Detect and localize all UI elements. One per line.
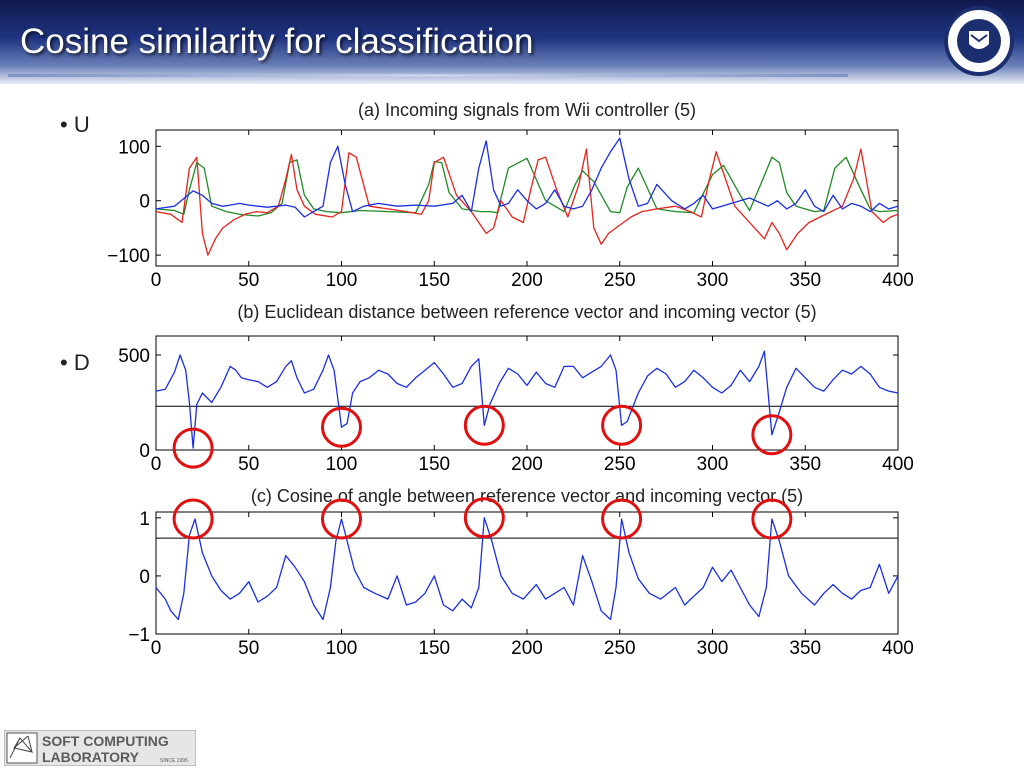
chart-3-ytick-label: 0	[139, 567, 150, 588]
chart-1-series-line-3	[155, 137, 899, 218]
chart-1-title: (a) Incoming signals from Wii controller…	[358, 100, 696, 120]
chart-3-series-line-1	[155, 517, 899, 621]
chart-1-xtick-label: 350	[789, 270, 821, 291]
chart-2-xtick-label: 400	[882, 454, 914, 475]
chart-2-highlight-circle	[321, 406, 362, 448]
chart-2-xtick-label: 100	[326, 454, 358, 475]
chart-3-xtick-label: 150	[418, 638, 450, 659]
chart-1-axes-box	[155, 129, 899, 267]
chart-3-xtick-label: 200	[511, 638, 543, 659]
charts-svg: (a) Incoming signals from Wii controller…	[107, 100, 914, 659]
figure-panel: (a) Incoming signals from Wii controller…	[98, 86, 926, 684]
chart-1-xtick-label: 0	[151, 270, 162, 291]
chart-3-ytick-label: 1	[139, 509, 150, 530]
chart-3-title: (c) Cosine of angle between reference ve…	[251, 486, 803, 506]
chart-3-xtick-label: 350	[789, 638, 821, 659]
chart-2-xtick-label: 250	[604, 454, 636, 475]
lab-name-line2: LABORATORY	[42, 749, 140, 765]
chart-2-highlight-circle	[172, 427, 214, 469]
chart-2-xtick-label: 50	[238, 454, 259, 475]
chart-2-xtick-label: 300	[697, 454, 729, 475]
chart-3-ytick-label: −1	[128, 625, 150, 646]
chart-2-ytick-label: 0	[139, 441, 150, 462]
chart-1-ytick-label: 0	[139, 192, 150, 213]
chart-1-xtick-label: 150	[418, 270, 450, 291]
chart-2-title: (b) Euclidean distance between reference…	[237, 302, 816, 322]
chart-3-highlight-circle	[751, 498, 793, 540]
chart-2-axes-box	[155, 335, 899, 451]
seal-chevron	[970, 34, 988, 43]
soft-computing-lab-logo: SOFT COMPUTING LABORATORY SINCE 1995	[4, 730, 196, 766]
network-icon-lines	[9, 735, 34, 759]
title-banner	[0, 0, 1024, 84]
chart-1-series-line-2	[155, 148, 899, 256]
university-seal-icon	[944, 6, 1014, 76]
chart-2-highlight-circle	[601, 404, 643, 446]
chart-3-highlight-circle	[601, 498, 643, 540]
chart-3-xtick-label: 250	[604, 638, 636, 659]
chart-3-xtick-label: 300	[697, 638, 729, 659]
chart-1-series-line-1	[155, 156, 899, 217]
chart-1-xtick-label: 100	[326, 270, 358, 291]
chart-2-highlight-circle	[463, 404, 505, 446]
bullet-item-1: • U	[60, 112, 90, 138]
chart-3-highlight-circle	[172, 498, 214, 540]
chart-2-xtick-label: 200	[511, 454, 543, 475]
chart-1-xtick-label: 400	[882, 270, 914, 291]
bullet-marker: •	[60, 112, 68, 137]
network-icon	[6, 732, 38, 764]
bullet-item-2: • D	[60, 350, 90, 376]
chart-2-xtick-label: 0	[151, 454, 162, 475]
chart-2-xtick-label: 350	[789, 454, 821, 475]
chart-2-xtick-label: 150	[418, 454, 450, 475]
bullet-marker: •	[60, 350, 68, 375]
chart-2-ytick-label: 500	[118, 346, 150, 367]
chart-1-xtick-label: 200	[511, 270, 543, 291]
chart-3-xtick-label: 0	[151, 638, 162, 659]
chart-2-highlight-circle	[751, 414, 793, 456]
title-underline	[8, 74, 848, 77]
chart-3-highlight-circle	[321, 498, 362, 540]
bullet-text: D	[73, 350, 90, 375]
chart-2-series-line-1	[155, 350, 899, 449]
chart-1-xtick-label: 300	[697, 270, 729, 291]
chart-1-ytick-label: 100	[118, 137, 150, 158]
bullet-text: U	[73, 112, 90, 137]
chart-3-xtick-label: 50	[238, 638, 259, 659]
chart-1-xtick-label: 50	[238, 270, 259, 291]
lab-name-line1: SOFT COMPUTING	[42, 733, 169, 749]
chart-3-xtick-label: 100	[326, 638, 358, 659]
lab-since: SINCE 1995	[160, 758, 188, 764]
slide-title: Cosine similarity for classification	[20, 22, 534, 61]
chart-1-xtick-label: 250	[604, 270, 636, 291]
chart-3-xtick-label: 400	[882, 638, 914, 659]
chart-3-highlight-circle	[463, 497, 505, 539]
chart-1-ytick-label: −100	[107, 246, 150, 267]
chart-3-axes-box	[155, 511, 899, 635]
